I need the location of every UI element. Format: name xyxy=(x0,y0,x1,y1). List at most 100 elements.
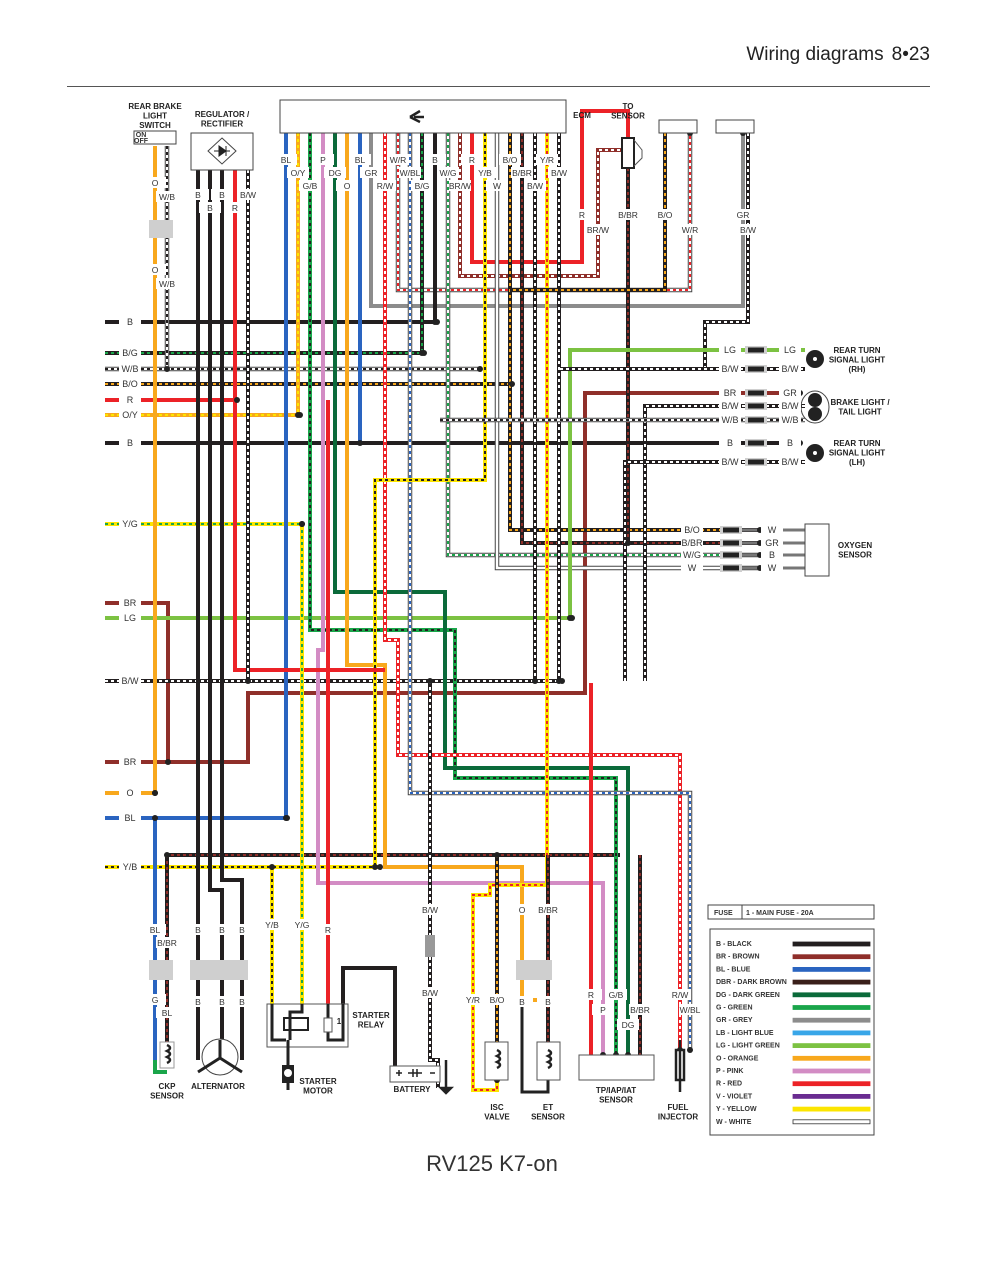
rear-brake-switch-label: SWITCH xyxy=(139,121,171,130)
switch-wire-label: O xyxy=(152,265,159,275)
tp-iap-iat-sensor xyxy=(578,1054,655,1081)
junction-dot xyxy=(419,350,425,356)
battery xyxy=(389,1065,441,1083)
oxygen-label: OXYGEN xyxy=(838,541,872,550)
legend-item-label: P - PINK xyxy=(716,1068,744,1075)
starter-motor-label: STARTER xyxy=(299,1077,336,1086)
ecm-wire-label: R xyxy=(469,155,475,165)
bus-label: BR xyxy=(124,598,137,608)
ecm-wire-19 xyxy=(520,133,760,545)
right-top-wire-label: W/R xyxy=(682,225,699,235)
legend-item-label: W - WHITE xyxy=(716,1119,752,1126)
ecm-wire-label: BL xyxy=(281,155,292,165)
bottom-wire-label: Y/R xyxy=(466,995,480,1005)
lamp-connector-label: B/W xyxy=(782,457,800,467)
legend-swatch xyxy=(792,1106,871,1112)
lamp-connector-label: B/W xyxy=(782,401,800,411)
legend-swatch xyxy=(792,1094,871,1099)
junction-dot xyxy=(295,412,301,418)
battery-label: BATTERY xyxy=(394,1085,432,1094)
bottom-wire-label: BL xyxy=(150,925,161,935)
bottom-wire-label: BL xyxy=(162,1008,173,1018)
ecm-wire-4 xyxy=(333,133,630,1055)
oxygen-wire-label: B xyxy=(769,550,775,560)
legend-item-label: R - RED xyxy=(716,1081,742,1088)
bus-label: B xyxy=(127,317,133,327)
legend-swatch xyxy=(792,1030,871,1036)
header-rule xyxy=(67,86,930,87)
bottom-wire-label: B xyxy=(219,997,225,1007)
ecm-wire-label: O xyxy=(344,181,351,191)
switch-wire-label: W/B xyxy=(159,279,175,289)
ecm-wire-14 xyxy=(458,133,625,278)
ecm-wire-2 xyxy=(308,133,618,1055)
bus-label: W/B xyxy=(122,364,139,374)
bus-label: B xyxy=(127,438,133,448)
ckp-label: SENSOR xyxy=(150,1092,184,1101)
bottom-wire-label: B xyxy=(239,997,245,1007)
legend-item-label: B - BLACK xyxy=(716,941,752,948)
bottom-wire-label: B/BR xyxy=(538,905,558,915)
regulator-label: RECTIFIER xyxy=(201,120,243,129)
ecm-wire-18 xyxy=(508,133,760,532)
bottom-wire-label: O xyxy=(519,905,526,915)
junction-dot xyxy=(432,319,438,325)
bus-label: B/G xyxy=(122,348,138,358)
ground-icon xyxy=(437,1060,455,1095)
fuel-injector xyxy=(674,1040,686,1092)
regulator-label: REGULATOR / xyxy=(195,110,250,119)
bus-label: Y/B xyxy=(123,862,138,872)
ecm-wire-label: G/B xyxy=(303,181,318,191)
ecm-wire-label: B/W xyxy=(527,181,543,191)
fuse-value: 1 - MAIN FUSE - 20A xyxy=(746,910,814,917)
junction-dot xyxy=(152,815,158,821)
ecm-wire-17 xyxy=(494,133,760,571)
connector-box xyxy=(658,119,698,134)
junction-dot xyxy=(509,381,515,387)
bottom-wire-label: P xyxy=(600,1005,606,1015)
connector-icon xyxy=(409,109,424,124)
oxygen-wire-label: B/O xyxy=(684,525,700,535)
legend-item-label: LG - LIGHT GREEN xyxy=(716,1043,780,1050)
bottom-wire-label: B/BR xyxy=(157,938,177,948)
starter-relay-label: RELAY xyxy=(358,1021,385,1030)
lamp-connector-label: B/W xyxy=(722,364,740,374)
rear-turn-lh-label: REAR TURN xyxy=(833,439,880,448)
ecm-wire-label: B/G xyxy=(415,181,430,191)
connector xyxy=(516,960,552,980)
bus-label: B/O xyxy=(122,379,138,389)
junction-dot xyxy=(427,678,433,684)
isc-label: ISC xyxy=(490,1103,504,1112)
bottom-wire-label: R/W xyxy=(672,990,689,1000)
switch-wire-label: O xyxy=(152,178,159,188)
bottom-wire-label: B/O xyxy=(490,995,505,1005)
starter-motor-label: MOTOR xyxy=(303,1087,333,1096)
bottom-wire-label: Y/B xyxy=(265,920,279,930)
legend-item-label: BL - BLUE xyxy=(716,966,751,973)
oxygen-wire-label: B/BR xyxy=(681,538,703,548)
diode-icon xyxy=(207,137,237,165)
ecm-wire-16 xyxy=(373,133,487,867)
ecm-wire-label: O/Y xyxy=(291,168,306,178)
right-top-wire-label: GR xyxy=(737,210,750,220)
bottom-wire-label: G/B xyxy=(609,990,624,1000)
et-label: ET xyxy=(543,1103,553,1112)
junction-dot xyxy=(269,864,275,870)
ecm-wire-label: P xyxy=(320,155,326,165)
regulator-wire-label: R xyxy=(232,203,238,213)
junction-dot xyxy=(357,440,363,446)
diagram-caption: RV125 K7-on xyxy=(426,1151,558,1176)
to-sensor-label: TO xyxy=(623,102,634,111)
tp-label: SENSOR xyxy=(599,1096,633,1105)
rear-turn-lh-label: (LH) xyxy=(849,458,865,467)
rear-brake-switch xyxy=(133,130,177,145)
bus-label: O xyxy=(126,788,133,798)
bus-label: BL xyxy=(124,813,135,823)
bottom-wire-label: B xyxy=(195,997,201,1007)
rear-turn-rh-label: (RH) xyxy=(849,365,866,374)
junction-dot xyxy=(299,521,305,527)
ckp-label: CKP xyxy=(159,1082,177,1091)
legend-swatch xyxy=(792,954,871,960)
legend-swatch xyxy=(792,1005,871,1010)
connector-wire-b-o xyxy=(510,133,667,292)
